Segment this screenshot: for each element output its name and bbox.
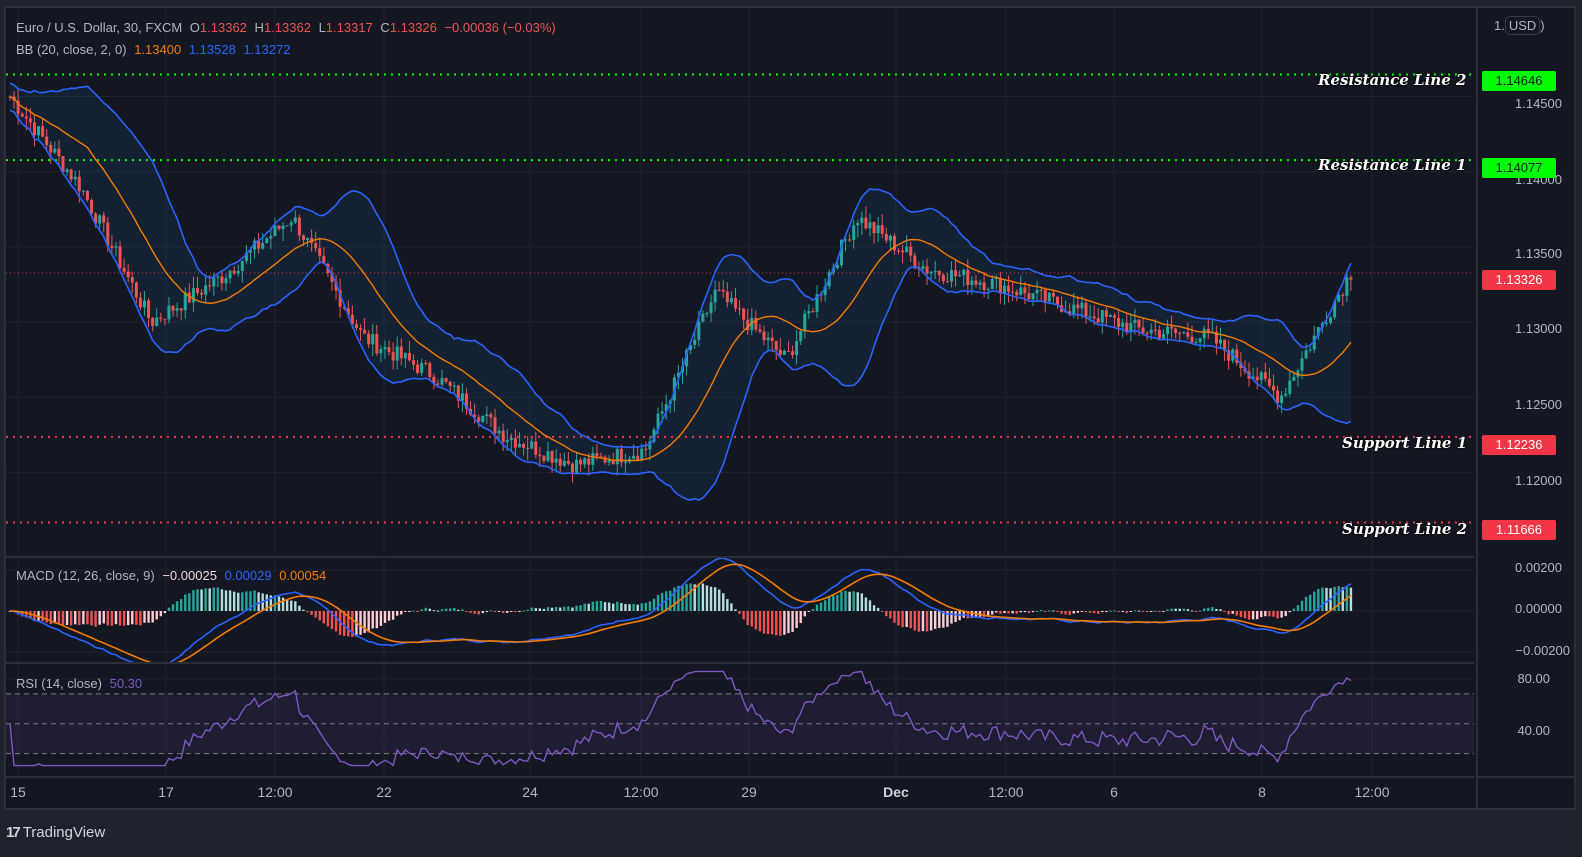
macd-histogram-value: −0.00025 (162, 568, 217, 583)
currency-badge[interactable]: 1. USD) (1494, 16, 1545, 35)
macd-tick: −0.00200 (1515, 643, 1570, 658)
price-tick: 1.14500 (1515, 96, 1562, 111)
time-tick: 17 (158, 784, 174, 800)
macd-signal-value: 0.00054 (279, 568, 327, 583)
time-tick-month: Dec (883, 784, 909, 800)
resistance-line-2-label: Resistance Line 2 (1318, 71, 1467, 89)
support-line-1-label: Support Line 1 (1342, 434, 1468, 452)
bb-basis-value: 1.13400 (134, 42, 182, 57)
macd-tick: 0.00000 (1515, 601, 1562, 616)
bb-upper-value: 1.13528 (188, 42, 236, 57)
high-value: 1.13362 (263, 20, 311, 35)
rsi-value: 50.30 (109, 676, 143, 691)
rsi-tick: 80.00 (1517, 671, 1550, 686)
symbol-legend: Euro / U.S. Dollar, 30, FXCM O1.13362 H1… (16, 20, 556, 35)
time-tick: 24 (522, 784, 538, 800)
price-tick: 1.12000 (1515, 473, 1562, 488)
bb-legend[interactable]: BB (20, close, 2, 0) 1.13400 1.13528 1.1… (16, 42, 294, 57)
currency-unit-button[interactable]: USD (1504, 16, 1541, 35)
support-line-2-price: 1.11666 (1482, 520, 1556, 540)
resistance-line-1-price: 1.14077 (1482, 158, 1556, 178)
tradingview-logo-icon: 17 (6, 823, 21, 841)
time-tick: 6 (1110, 784, 1118, 800)
bb-lower-value: 1.13272 (243, 42, 291, 57)
symbol-title: Euro / U.S. Dollar, 30, FXCM (16, 20, 183, 35)
resistance-line-1-label: Resistance Line 1 (1318, 156, 1467, 174)
price-tick: 1.12500 (1515, 397, 1562, 412)
macd-tick: 0.00200 (1515, 560, 1562, 575)
support-line-1-price: 1.12236 (1482, 435, 1556, 455)
brand-name: TradingView (22, 823, 106, 841)
macd-line-value: 0.00029 (224, 568, 272, 583)
open-value: 1.13362 (199, 20, 247, 35)
time-axis[interactable] (6, 776, 1474, 810)
rsi-chart-canvas[interactable] (6, 664, 1474, 776)
time-tick: 12:00 (988, 784, 1024, 800)
price-tick: 1.13000 (1515, 321, 1562, 336)
axis-corner (1476, 776, 1576, 810)
rsi-tick: 40.00 (1517, 723, 1550, 738)
bb-label: BB (20, close, 2, 0) (16, 42, 127, 57)
macd-chart-canvas[interactable] (6, 558, 1474, 662)
macd-legend[interactable]: MACD (12, 26, close, 9) −0.00025 0.00029… (16, 568, 330, 583)
time-tick: 12:00 (623, 784, 659, 800)
time-tick: 22 (376, 784, 392, 800)
price-axis[interactable]: 1.14500 1.14000 1.13500 1.13000 1.12500 … (1476, 8, 1576, 776)
close-value: 1.13326 (389, 20, 437, 35)
time-tick: 29 (741, 784, 757, 800)
rsi-label: RSI (14, close) (16, 676, 102, 691)
time-tick: 12:00 (257, 784, 293, 800)
macd-label: MACD (12, 26, close, 9) (16, 568, 155, 583)
price-tick: 1.13500 (1515, 246, 1562, 261)
change-value: −0.00036 (−0.03%) (444, 20, 556, 35)
time-tick: 8 (1258, 784, 1266, 800)
time-tick: 12:00 (1354, 784, 1390, 800)
resistance-line-2-price: 1.14646 (1482, 71, 1556, 91)
current-price-label: 1.13326 (1482, 270, 1556, 290)
chart-frame: Euro / U.S. Dollar, 30, FXCM O1.13362 H1… (4, 6, 1576, 810)
support-line-2-label: Support Line 2 (1342, 520, 1468, 538)
rsi-legend[interactable]: RSI (14, close) 50.30 (16, 676, 146, 691)
macd-pane[interactable]: MACD (12, 26, close, 9) −0.00025 0.00029… (6, 556, 1474, 662)
time-tick: 15 (10, 784, 26, 800)
price-chart-canvas[interactable] (6, 8, 1474, 554)
tradingview-branding[interactable]: 17 TradingView (6, 822, 105, 842)
low-value: 1.13317 (325, 20, 373, 35)
rsi-pane[interactable]: RSI (14, close) 50.30 (6, 662, 1474, 776)
price-pane[interactable]: Euro / U.S. Dollar, 30, FXCM O1.13362 H1… (6, 8, 1474, 554)
